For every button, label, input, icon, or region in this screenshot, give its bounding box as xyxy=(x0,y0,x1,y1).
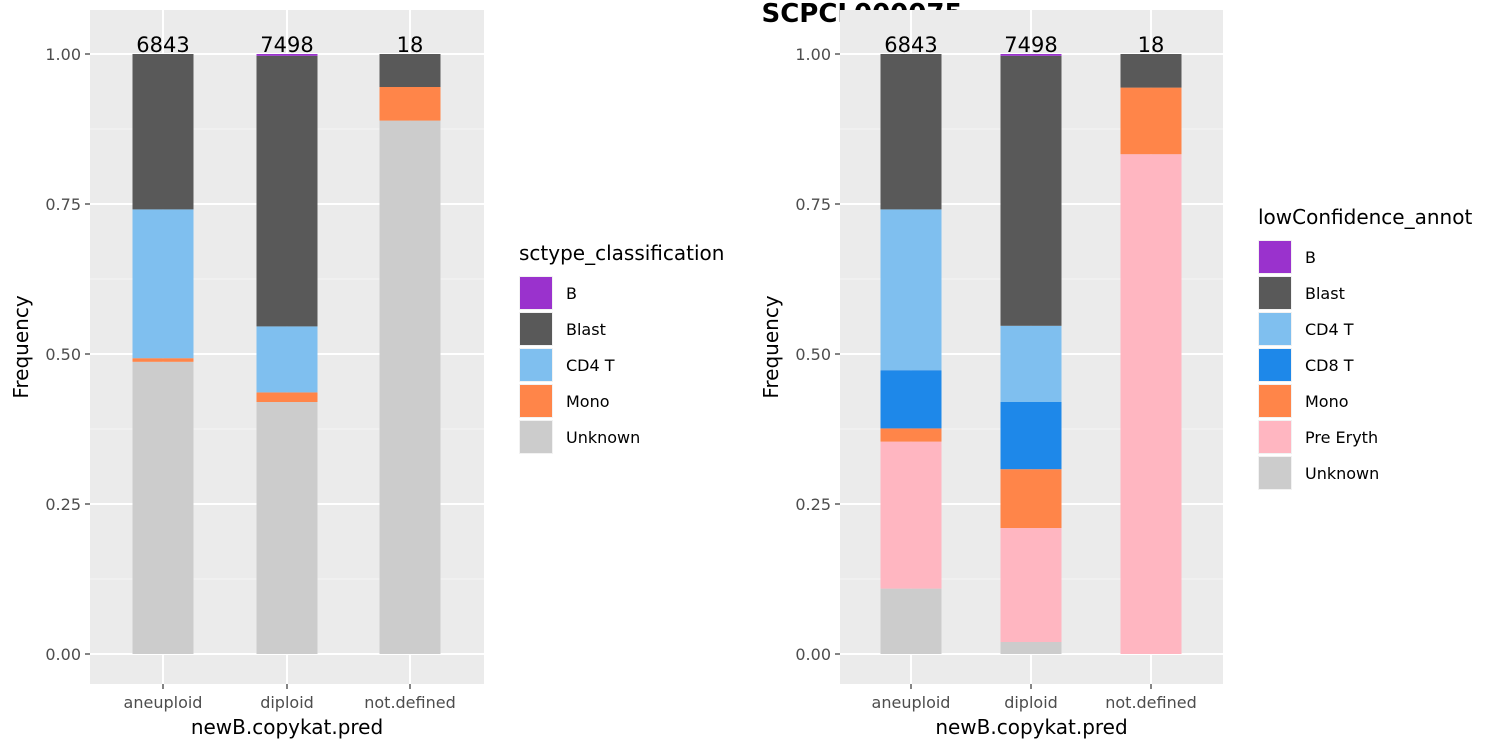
count-label-not.defined: 18 xyxy=(397,33,424,57)
y-axis-title: Frequency xyxy=(759,295,783,398)
legend-swatch-cd4-t xyxy=(1259,313,1291,345)
x-tick-label-not.defined: not.defined xyxy=(364,693,456,712)
count-label-diploid: 7498 xyxy=(1004,33,1057,57)
legend-title: sctype_classification xyxy=(519,241,724,265)
bar-aneuploid-mono xyxy=(132,358,194,362)
legend-label: CD4 T xyxy=(566,356,615,375)
bar-not.defined-mono xyxy=(1120,87,1182,155)
bar-diploid-blast xyxy=(256,55,318,327)
legend-label: Blast xyxy=(1305,284,1345,303)
bar-diploid-blast xyxy=(1000,55,1062,326)
bar-aneuploid-pre-eryth xyxy=(880,441,942,589)
x-tick-label-diploid: diploid xyxy=(1004,693,1058,712)
bar-diploid-b xyxy=(256,54,318,56)
legend-swatch-blast xyxy=(520,313,552,345)
y-tick-label: 0.50 xyxy=(795,345,831,364)
y-tick-label: 1.00 xyxy=(45,45,81,64)
legend-label: Pre Eryth xyxy=(1305,428,1378,447)
legend-swatch-mono xyxy=(1259,385,1291,417)
bar-aneuploid-cd4-t xyxy=(132,209,194,359)
y-tick-label: 0.25 xyxy=(45,495,81,514)
bar-diploid-cd4-t xyxy=(256,326,318,393)
y-tick-label: 0.75 xyxy=(45,195,81,214)
bar-not.defined-mono xyxy=(379,87,441,121)
legend-swatch-unknown xyxy=(1259,457,1291,489)
bar-diploid-cd4-t xyxy=(1000,325,1062,402)
bar-diploid-pre-eryth xyxy=(1000,528,1062,642)
legend-label: CD4 T xyxy=(1305,320,1354,339)
legend-label: Blast xyxy=(566,320,606,339)
count-label-aneuploid: 6843 xyxy=(884,33,937,57)
bar-aneuploid-cd4-t xyxy=(880,209,942,371)
y-tick-label: 1.00 xyxy=(795,45,831,64)
bar-aneuploid-mono xyxy=(880,428,942,442)
bar-not.defined-blast xyxy=(379,54,441,87)
chart-panel-right: 0.00 0.25 0.50 0.75 1.00 aneuploid diploid not.… xyxy=(759,10,1472,739)
y-tick-label: 0.50 xyxy=(45,345,81,364)
count-label-not.defined: 18 xyxy=(1138,33,1165,57)
legend-label: B xyxy=(566,284,577,303)
x-tick-label-aneuploid: aneuploid xyxy=(124,693,203,712)
x-axis-title: newB.copykat.pred xyxy=(935,715,1127,739)
legend-swatch-cd4-t xyxy=(520,349,552,381)
bar-aneuploid-blast xyxy=(880,54,942,210)
legend-swatch-pre-eryth xyxy=(1259,421,1291,453)
legend-swatch-unknown xyxy=(520,421,552,453)
bar-diploid-cd8-t xyxy=(1000,402,1062,470)
y-tick-label: 0.75 xyxy=(795,195,831,214)
count-label-aneuploid: 6843 xyxy=(136,33,189,57)
legend-swatch-b xyxy=(520,277,552,309)
legend-title: lowConfidence_annot xyxy=(1258,205,1472,229)
x-tick-label-not.defined: not.defined xyxy=(1105,693,1197,712)
bar-diploid-b xyxy=(1000,54,1062,56)
y-tick-label: 0.00 xyxy=(45,645,81,664)
bar-diploid-unknown xyxy=(256,402,318,654)
bar-not.defined-pre-eryth xyxy=(1120,154,1182,654)
bar-aneuploid-blast xyxy=(132,54,194,210)
count-label-diploid: 7498 xyxy=(260,33,313,57)
y-tick-label: 0.25 xyxy=(795,495,831,514)
x-axis-title: newB.copykat.pred xyxy=(191,715,383,739)
legend-swatch-b xyxy=(1259,241,1291,273)
bar-diploid-unknown xyxy=(1000,642,1062,654)
legend-label: Unknown xyxy=(566,428,640,447)
legend-swatch-blast xyxy=(1259,277,1291,309)
legend-swatch-cd8-t xyxy=(1259,349,1291,381)
bar-aneuploid-unknown xyxy=(880,588,942,654)
legend-label: Unknown xyxy=(1305,464,1379,483)
y-axis-title: Frequency xyxy=(9,295,33,398)
bar-diploid-mono xyxy=(256,392,318,402)
legend-label: Mono xyxy=(1305,392,1349,411)
x-tick-label-diploid: diploid xyxy=(260,693,314,712)
y-tick-label: 0.00 xyxy=(795,645,831,664)
bar-aneuploid-unknown xyxy=(132,361,194,654)
legend-label: CD8 T xyxy=(1305,356,1354,375)
legend-label: Mono xyxy=(566,392,610,411)
x-tick-label-aneuploid: aneuploid xyxy=(872,693,951,712)
bar-diploid-mono xyxy=(1000,469,1062,528)
bar-not.defined-unknown xyxy=(379,120,441,655)
legend-swatch-mono xyxy=(520,385,552,417)
legend-label: B xyxy=(1305,248,1316,267)
bar-not.defined-blast xyxy=(1120,54,1182,88)
bar-aneuploid-cd8-t xyxy=(880,370,942,429)
chart-panel-left: 0.00 0.25 0.50 0.75 1.00 aneuploid diploid not.… xyxy=(9,10,724,739)
